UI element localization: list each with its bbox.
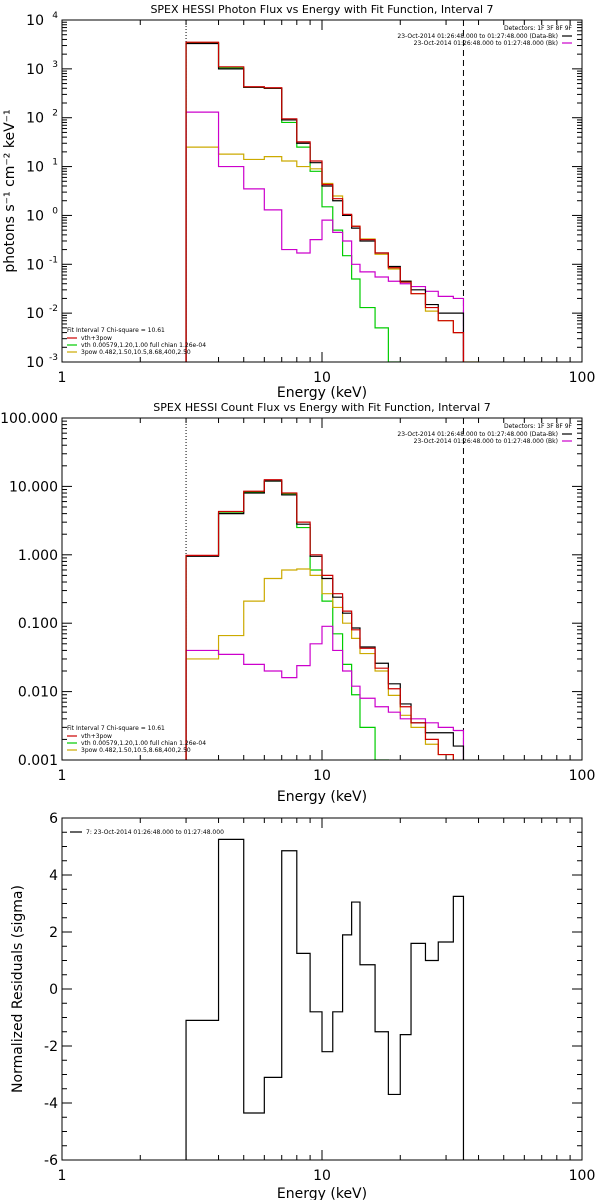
chart-title: SPEX HESSI Photon Flux vs Energy with Fi… bbox=[150, 3, 493, 16]
y-tick-base: 10 bbox=[26, 111, 44, 127]
y-tick-label: 2 bbox=[49, 925, 58, 941]
legend-bottom-left: Fit Interval 7 Chi-square = 10.61vth+3po… bbox=[67, 725, 206, 754]
y-tick-exponent: -2 bbox=[49, 304, 58, 314]
y-tick-label: 10 bbox=[26, 257, 44, 273]
series-line-2 bbox=[185, 42, 401, 362]
x-tick-label: 10 bbox=[313, 370, 331, 386]
series-line-0 bbox=[185, 838, 465, 1160]
y-tick-base: 10 bbox=[26, 62, 44, 78]
y-tick-base: 10 bbox=[26, 306, 44, 322]
y-tick-label: 10 bbox=[26, 208, 44, 224]
y-tick-label: 10 bbox=[26, 355, 44, 371]
y-tick-label: 6 bbox=[49, 811, 58, 827]
x-tick-label: 10 bbox=[313, 768, 331, 784]
y-tick-exponent: 2 bbox=[52, 109, 58, 119]
series-group bbox=[185, 838, 465, 1160]
legend-header: Fit Interval 7 Chi-square = 10.61 bbox=[67, 725, 165, 732]
plot-frame bbox=[61, 417, 583, 761]
legend-entry-label: 3pow 0.482,1.50,10.5,8.68,400,2.50 bbox=[81, 747, 191, 754]
legend-entry-label: 23-Oct-2014 01:26:48.000 to 01:27:48.000… bbox=[397, 33, 558, 40]
series-line-4 bbox=[185, 111, 465, 362]
y-tick-exponent: 0 bbox=[52, 206, 58, 216]
legend-entry-label: 7: 23-Oct-2014 01:26:48.000 to 01:27:48.… bbox=[86, 829, 224, 836]
y-tick-label: 1.000 bbox=[18, 548, 58, 564]
series-line-3 bbox=[185, 568, 454, 760]
series-group bbox=[185, 479, 465, 760]
legend-header: Fit Interval 7 Chi-square = 10.61 bbox=[67, 327, 165, 334]
legend-entry-label: vth 0.00579,1.20,1.00 full chian 1.26e-0… bbox=[81, 740, 206, 747]
y-tick-label: 10 bbox=[26, 306, 44, 322]
x-tick-label: 1 bbox=[58, 1168, 67, 1184]
y-axis-label: photons s⁻¹ cm⁻² keV⁻¹ bbox=[2, 109, 18, 272]
series-line-4 bbox=[185, 625, 465, 760]
chart-title: SPEX HESSI Count Flux vs Energy with Fit… bbox=[153, 401, 490, 414]
y-tick-label: 10 bbox=[26, 13, 44, 29]
x-tick-label: 100 bbox=[569, 370, 596, 386]
x-tick-label: 10 bbox=[313, 1168, 331, 1184]
y-tick-label: 10 bbox=[26, 160, 44, 176]
y-tick-base: 10 bbox=[26, 13, 44, 29]
x-axis-label: Energy (keV) bbox=[277, 789, 367, 805]
y-tick-label: 0.001 bbox=[18, 753, 58, 769]
x-tick-label: 1 bbox=[58, 370, 67, 386]
plot-frame bbox=[61, 817, 583, 1161]
series-line-0 bbox=[185, 42, 465, 362]
y-tick-label: 0 bbox=[49, 982, 58, 998]
y-tick-exponent: -1 bbox=[49, 255, 58, 265]
y-tick-exponent: 4 bbox=[52, 11, 58, 21]
legend-entry-label: vth+3pow bbox=[81, 335, 112, 342]
legend-entry-label: 23-Oct-2014 01:26:48.000 to 01:27:48.000… bbox=[414, 40, 558, 47]
series-line-2 bbox=[185, 480, 389, 760]
legend-header: Detectors: 1F 3F 8F 9F bbox=[504, 25, 573, 32]
legend-entry-label: 23-Oct-2014 01:26:48.000 to 01:27:48.000… bbox=[397, 431, 558, 438]
y-tick-exponent: -3 bbox=[49, 353, 58, 363]
x-tick-label: 100 bbox=[569, 1168, 596, 1184]
y-tick-exponent: 3 bbox=[52, 60, 58, 70]
y-tick-label: 0.100 bbox=[18, 616, 58, 632]
y-tick-base: 10 bbox=[26, 160, 44, 176]
legend-entry-label: vth 0.00579,1.20,1.00 full chian 1.26e-0… bbox=[81, 342, 206, 349]
plot-frame bbox=[61, 19, 583, 363]
panel-2: SPEX HESSI Count Flux vs Energy with Fit… bbox=[0, 401, 596, 805]
series-line-1 bbox=[185, 479, 454, 760]
y-tick-label: -6 bbox=[44, 1153, 58, 1169]
y-tick-base: 10 bbox=[26, 257, 44, 273]
y-tick-base: 10 bbox=[26, 208, 44, 224]
y-tick-label: 10 bbox=[26, 111, 44, 127]
y-tick-base: 10 bbox=[26, 355, 44, 371]
x-tick-label: 1 bbox=[58, 768, 67, 784]
y-tick-label: 4 bbox=[49, 868, 58, 884]
legend-header: Detectors: 1F 3F 8F 9F bbox=[504, 423, 573, 430]
y-tick-label: 0.010 bbox=[18, 685, 58, 701]
legend-entry-label: 3pow 0.482,1.50,10.5,8.68,400,2.50 bbox=[81, 349, 191, 356]
panel-3: 1 10 100 Energy (keV) -6 -4 -2 0 2 4 6 Normalized R… bbox=[10, 811, 595, 1200]
y-tick-label: -2 bbox=[44, 1039, 58, 1055]
legend-entry-label: 23-Oct-2014 01:26:48.000 to 01:27:48.000… bbox=[414, 438, 558, 445]
y-tick-label: 100.000 bbox=[0, 411, 58, 427]
series-group bbox=[185, 41, 480, 362]
legend-bottom-left: Fit Interval 7 Chi-square = 10.61vth+3po… bbox=[67, 327, 206, 356]
series-line-1 bbox=[185, 41, 465, 362]
y-tick-label: 10 bbox=[26, 62, 44, 78]
panel-1: SPEX HESSI Photon Flux vs Energy with Fi… bbox=[2, 3, 596, 401]
series-line-0 bbox=[185, 480, 465, 760]
y-tick-label: 10.000 bbox=[9, 479, 58, 495]
x-tick-label: 100 bbox=[569, 768, 596, 784]
x-axis-label: Energy (keV) bbox=[277, 1186, 367, 1200]
x-axis-label: Energy (keV) bbox=[277, 385, 367, 401]
legend-entry-label: vth+3pow bbox=[81, 733, 112, 740]
y-tick-exponent: 1 bbox=[52, 158, 58, 168]
legend: 7: 23-Oct-2014 01:26:48.000 to 01:27:48.… bbox=[70, 829, 224, 836]
y-tick-label: -4 bbox=[44, 1096, 58, 1112]
y-axis-label: Normalized Residuals (sigma) bbox=[10, 885, 26, 1093]
